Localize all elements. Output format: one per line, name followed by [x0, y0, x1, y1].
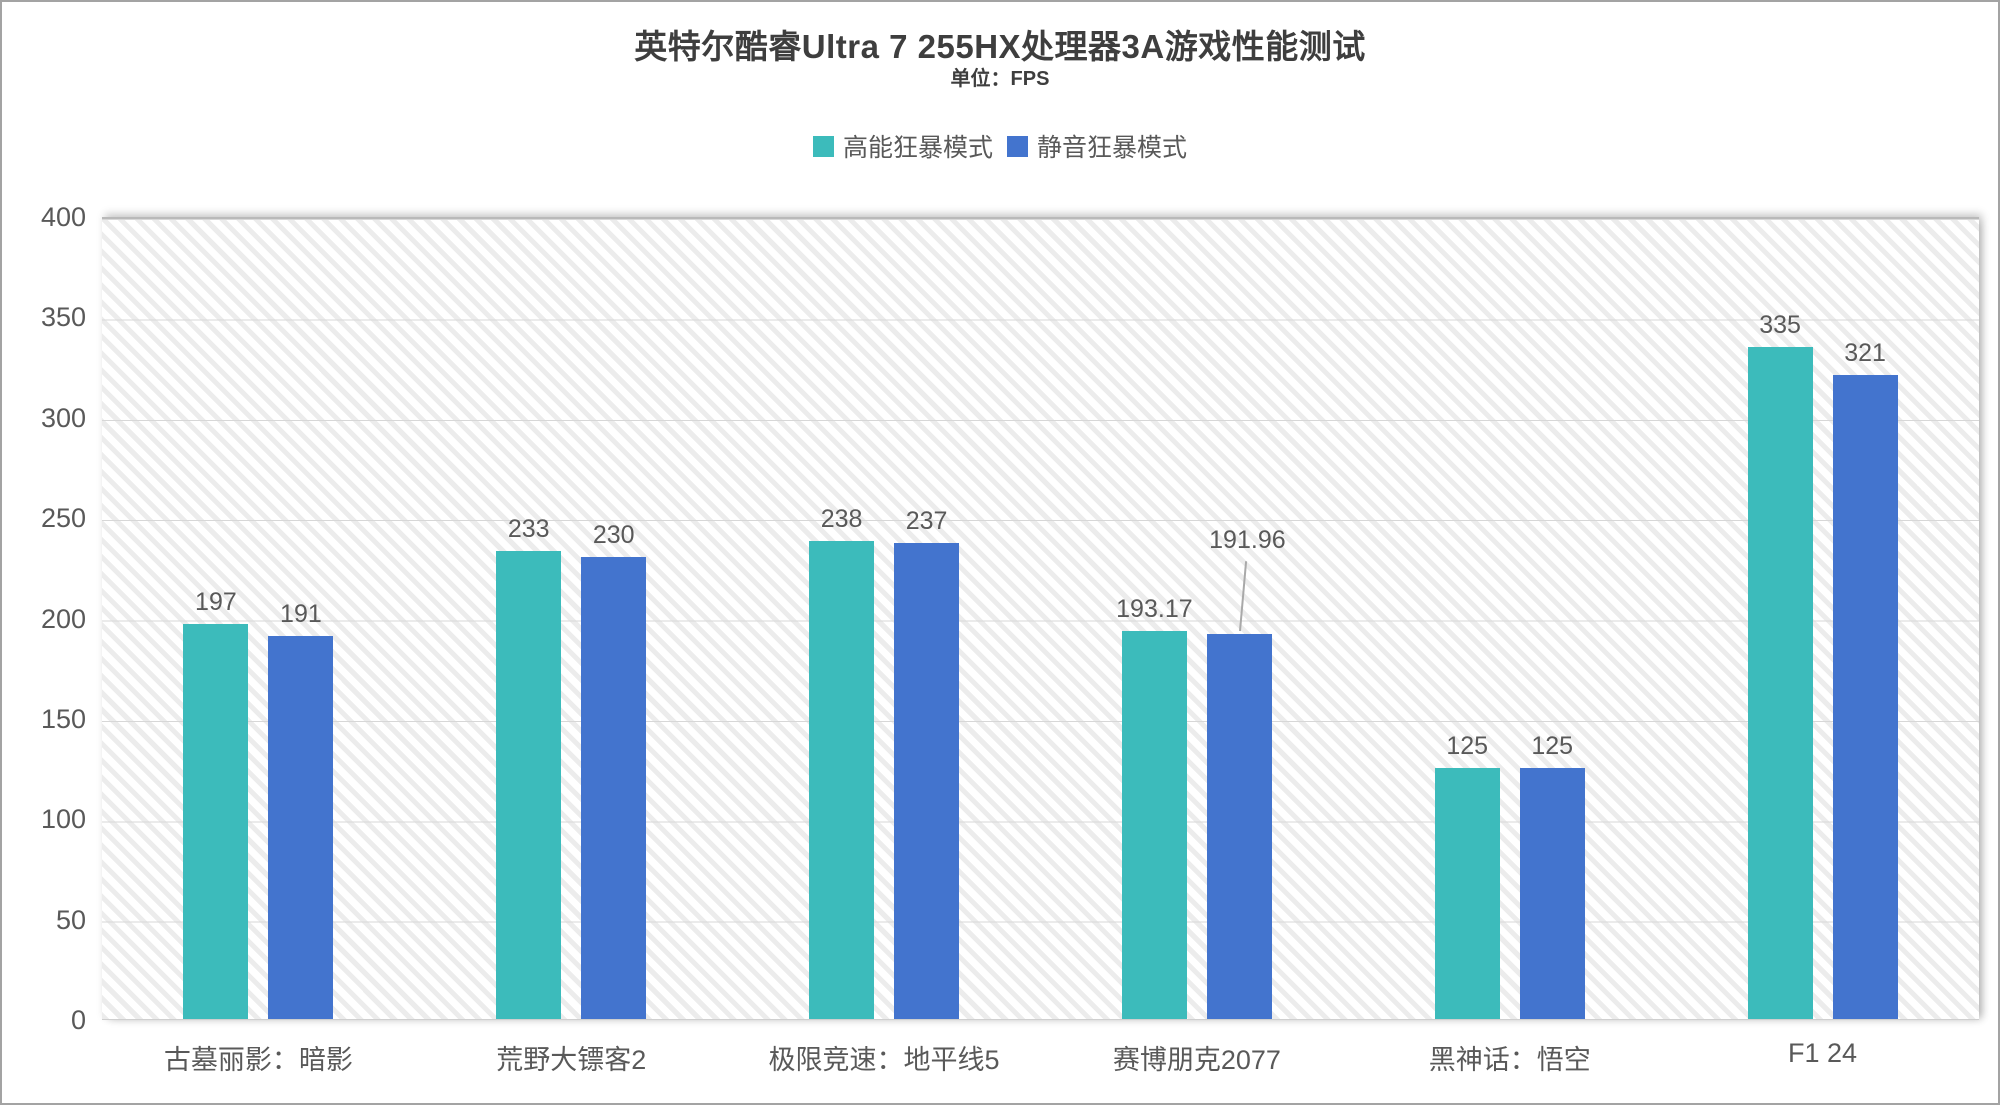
bar: 191 — [268, 600, 334, 1019]
bar-value-label: 125 — [1531, 732, 1574, 761]
bar: 335 — [1747, 311, 1813, 1019]
bar-group: 233 230 — [415, 219, 728, 1019]
legend: 高能狂暴模式 静音狂暴模式 — [2, 128, 1998, 164]
bar: 230 — [581, 521, 647, 1019]
y-tick-label: 250 — [40, 503, 86, 534]
bar-value-label: 335 — [1759, 310, 1801, 339]
bar-group: 193.17 191.96 — [1040, 219, 1353, 1019]
bar-value-label: 125 — [1446, 732, 1489, 761]
bar-group: 335 321 — [1666, 219, 1979, 1019]
x-axis: 古墓丽影：暗影 荒野大镖客2 极限竞速：地平线5 赛博朋克2077 黑神话：悟空 F1 2… — [102, 1038, 1979, 1077]
y-tick-label: 300 — [40, 402, 86, 433]
x-category-label: 赛博朋克2077 — [1112, 1045, 1281, 1075]
bar-value-label: 193.17 — [1116, 595, 1193, 624]
bar-value-label: 197 — [195, 587, 237, 616]
x-category-label: 古墓丽影：暗影 — [163, 1045, 353, 1075]
legend-label-series2: 静音狂暴模式 — [1037, 134, 1188, 162]
y-tick-label: 100 — [40, 804, 86, 835]
bar: 233 — [496, 515, 562, 1019]
bar: 193.17 — [1116, 595, 1193, 1019]
x-category-label: 荒野大镖客2 — [496, 1045, 647, 1075]
bar-value-label: 191 — [280, 599, 322, 628]
y-tick-label: 350 — [40, 302, 86, 333]
bar: 237 — [894, 507, 960, 1019]
x-category-label: F1 24 — [1788, 1038, 1858, 1068]
chart-title: 英特尔酷睿Ultra 7 255HX处理器3A游戏性能测试 — [634, 28, 1366, 65]
bar: 321 — [1832, 339, 1898, 1019]
legend-item-series1: 高能狂暴模式 — [812, 128, 993, 164]
y-tick-label: 50 — [55, 904, 86, 935]
legend-item-series2: 静音狂暴模式 — [1007, 128, 1187, 164]
bar-group: 197 191 — [102, 219, 415, 1019]
bar: 125 — [1519, 732, 1585, 1019]
legend-swatch-series2-icon — [1007, 135, 1028, 157]
y-tick-label: 150 — [40, 703, 86, 734]
y-tick-label: 400 — [40, 202, 86, 232]
bar-value-label: 238 — [820, 505, 863, 534]
x-category-label: 黑神话：悟空 — [1428, 1045, 1591, 1075]
legend-swatch-series1-icon — [812, 135, 834, 157]
label-leader-line — [1239, 560, 1248, 631]
y-tick-label: 200 — [40, 603, 86, 634]
bar: 238 — [809, 505, 875, 1019]
plot-area: 197 191 233 230 238 237 193.17 191.96 125 125 335 3… — [102, 217, 1979, 1020]
bar: 191.96 — [1206, 526, 1286, 1019]
bar-group: 238 237 — [728, 219, 1041, 1019]
bar-value-label: 237 — [905, 507, 948, 536]
bar: 125 — [1434, 732, 1500, 1019]
bar-value-label: 321 — [1844, 338, 1886, 367]
y-tick-label: 0 — [70, 1005, 86, 1035]
bar-value-label: 230 — [592, 521, 635, 550]
legend-label-series1: 高能狂暴模式 — [842, 134, 993, 162]
bar: 197 — [183, 588, 249, 1019]
x-category-label: 极限竞速：地平线5 — [768, 1045, 1000, 1075]
bar-value-label: 191.96 — [1209, 525, 1286, 554]
bar-group: 125 125 — [1353, 219, 1666, 1019]
bars-container: 197 191 233 230 238 237 193.17 191.96 125 125 335 3… — [102, 219, 1979, 1019]
bar-value-label: 233 — [507, 515, 550, 544]
chart-subtitle: 单位：FPS — [950, 68, 1050, 90]
